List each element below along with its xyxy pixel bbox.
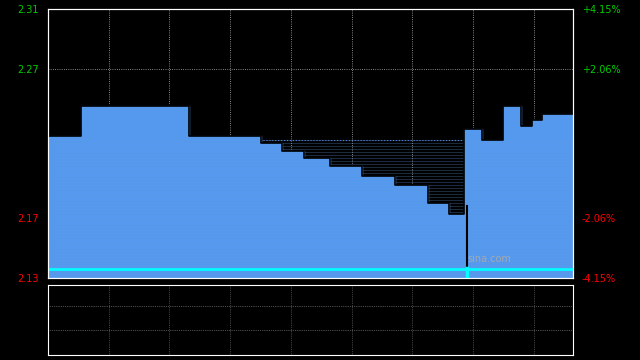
Text: sina.com: sina.com bbox=[468, 254, 512, 264]
